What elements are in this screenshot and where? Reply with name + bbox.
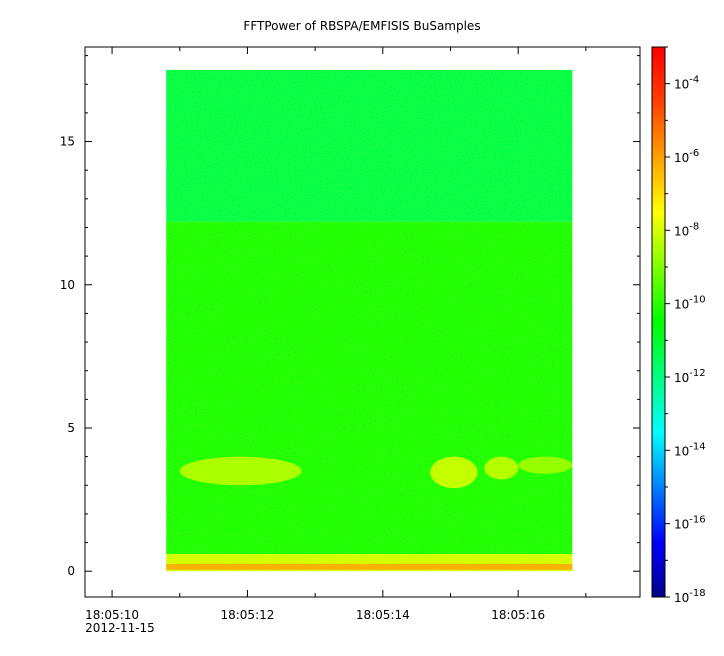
- colorbar-tick-exponent: -18: [689, 588, 705, 599]
- y-axis: 0 5 10 15: [60, 55, 640, 578]
- emission-patch: [484, 456, 519, 480]
- colorbar-tick-base: 10: [674, 78, 689, 92]
- x-tick-label: 18:05:16: [491, 608, 545, 622]
- colorbar-tick-label: 10-6: [674, 148, 699, 165]
- colorbar-tick-label: 10-14: [674, 441, 706, 458]
- colorbar-tick-exponent: -8: [689, 221, 699, 232]
- heatmap-layer: [166, 69, 573, 572]
- colorbar-tick-base: 10: [674, 151, 689, 165]
- emission-patch: [179, 456, 302, 486]
- colorbar-tick-label: 10-12: [674, 368, 706, 385]
- y-tick-label: 15: [60, 135, 75, 149]
- colorbar-tick-exponent: -16: [689, 515, 705, 526]
- colorbar-tick-base: 10: [674, 224, 689, 238]
- x-tick-date-label: 2012-11-15: [85, 621, 155, 635]
- plot-frame: [84, 46, 641, 598]
- y-tick-label: 0: [67, 564, 75, 578]
- colorbar-tick-exponent: -12: [689, 368, 705, 379]
- colorbar-tick-base: 10: [674, 298, 689, 312]
- x-tick-label: 18:05:10: [85, 608, 139, 622]
- colorbar-tick-label: 10-4: [674, 75, 699, 92]
- x-tick-label: 18:05:12: [220, 608, 274, 622]
- colorbar-tick-base: 10: [674, 591, 689, 605]
- colorbar-tick-label: 10-8: [674, 221, 699, 238]
- chart-title: FFTPower of RBSPA/EMFISIS BuSamples: [243, 19, 480, 33]
- colorbar-tick-exponent: -10: [689, 295, 705, 306]
- colorbar-tick-base: 10: [674, 371, 689, 385]
- emission-patch: [430, 456, 478, 489]
- colorbar-tick-base: 10: [674, 518, 689, 532]
- colorbar-tick-base: 10: [674, 444, 689, 458]
- colorbar-tick-exponent: -4: [689, 75, 699, 86]
- colorbar-tick-label: 10-10: [674, 295, 706, 312]
- colorbar-tick-exponent: -14: [689, 441, 705, 452]
- emission-patch: [518, 456, 573, 474]
- y-tick-label: 5: [67, 421, 75, 435]
- y-tick-label: 10: [60, 278, 75, 292]
- x-tick-label: 18:05:14: [356, 608, 410, 622]
- colorbar-gradient: [651, 46, 666, 598]
- colorbar-tick-label: 10-18: [674, 588, 706, 605]
- colorbar-tick-label: 10-16: [674, 515, 706, 532]
- spectrogram-noise: [166, 69, 573, 572]
- colorbar-tick-exponent: -6: [689, 148, 699, 159]
